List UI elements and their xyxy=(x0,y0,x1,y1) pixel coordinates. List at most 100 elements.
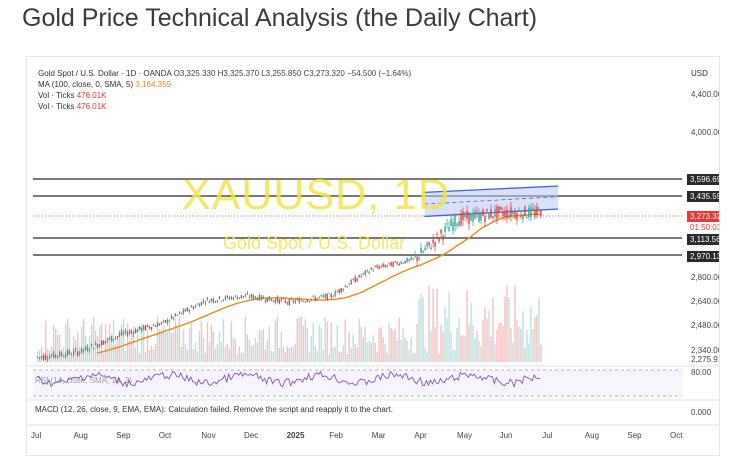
volume-bar xyxy=(404,337,406,362)
candle-body xyxy=(204,302,207,304)
legend-vol-row-1[interactable]: Vol · Ticks 476.01K xyxy=(38,90,411,101)
level-tag-2970[interactable]: 2,970.136 xyxy=(687,251,719,262)
volume-bar xyxy=(124,350,127,362)
level-tag-3596[interactable]: 3,596.696 xyxy=(687,174,719,185)
legend-ma-label: MA (100, close, 0, SMA, 5) xyxy=(38,80,134,89)
time-axis-tick: Jun xyxy=(499,431,513,440)
candle-body xyxy=(226,295,229,298)
volume-bar xyxy=(390,327,392,362)
volume-bar xyxy=(324,317,326,362)
volume-bar xyxy=(96,335,99,362)
volume-bar xyxy=(366,342,368,362)
candle-body xyxy=(37,357,39,358)
candle-body xyxy=(270,299,273,302)
candle-body xyxy=(508,214,510,218)
candle-body xyxy=(500,207,502,210)
volume-bar xyxy=(230,321,233,362)
volume-bar xyxy=(64,324,67,362)
rsi-indicator-label[interactable]: RSI (14, close, SMA, 14, 2) xyxy=(35,376,132,385)
ma-100-line xyxy=(96,213,541,354)
candle-body xyxy=(412,258,414,260)
candle-body xyxy=(388,262,390,264)
candle-body xyxy=(38,357,41,358)
volume-bar xyxy=(246,334,249,362)
volume-bar xyxy=(350,348,352,362)
candle-body xyxy=(112,339,115,340)
volume-bar xyxy=(146,329,149,362)
candle-body xyxy=(154,325,157,327)
chart-panel[interactable]: XAUUSD, 1D Gold Spot / U.S. Dollar Gold … xyxy=(26,56,720,456)
candle-body xyxy=(458,221,460,227)
macd-axis-label: 0.000 xyxy=(691,408,712,417)
candle-body xyxy=(220,300,223,302)
price-chart-svg[interactable] xyxy=(27,57,720,456)
candle-body xyxy=(376,265,378,268)
volume-bar xyxy=(396,340,398,362)
candle-body xyxy=(214,300,217,303)
candle-body xyxy=(60,353,63,356)
time-axis-tick: Mar xyxy=(371,431,386,440)
candle-body xyxy=(262,297,265,299)
candle-body xyxy=(150,327,153,330)
volume-bar xyxy=(414,352,416,362)
level-tag-3435[interactable]: 3,435.596 xyxy=(687,191,719,202)
candle-body xyxy=(524,206,526,216)
candle-body xyxy=(478,212,480,222)
watermark-symbol: XAUUSD, 1D xyxy=(182,171,451,219)
candle-body xyxy=(438,238,440,242)
legend-ma-row[interactable]: MA (100, close, 0, SMA, 5) 3,164.359 xyxy=(38,79,411,90)
rsi-axis-label: 80.00 xyxy=(691,368,712,377)
candle-body xyxy=(522,214,524,220)
volume-bar xyxy=(70,353,73,362)
volume-bar xyxy=(140,323,143,362)
time-axis-tick: Aug xyxy=(73,431,88,440)
candle-body xyxy=(136,329,139,333)
volume-bar xyxy=(76,332,79,362)
candle-body xyxy=(188,309,191,312)
volume-bar xyxy=(360,327,362,362)
volume-bar xyxy=(210,324,213,362)
volume-bar xyxy=(518,326,520,362)
volume-bar xyxy=(332,347,334,362)
volume-bar xyxy=(222,319,225,362)
currency-label[interactable]: USD xyxy=(691,69,708,78)
volume-bar xyxy=(150,345,153,362)
candle-body xyxy=(190,306,193,308)
volume-bar xyxy=(300,316,302,362)
candle-body xyxy=(200,301,203,306)
volume-bar xyxy=(524,348,526,362)
candle-body xyxy=(144,325,147,330)
volume-bar xyxy=(426,352,428,362)
volume-bar xyxy=(536,315,538,362)
legend-ohlc: O3,325.330 H3,325.370 L3,255.850 C3,273.… xyxy=(173,69,412,78)
candle-body xyxy=(94,342,97,345)
legend-vol-row-2[interactable]: Vol · Ticks 476.01K xyxy=(38,101,411,112)
candle-body xyxy=(340,288,342,293)
candle-body xyxy=(164,320,167,323)
candle-body xyxy=(294,300,296,303)
volume-bar xyxy=(254,338,257,362)
candle-body xyxy=(538,209,540,211)
current-price-tag[interactable]: 3,273.320 xyxy=(687,211,719,222)
candle-body xyxy=(146,324,149,327)
volume-bar xyxy=(276,317,279,362)
candle-body xyxy=(254,296,257,299)
candle-body xyxy=(444,226,446,232)
volume-bar xyxy=(416,323,418,362)
volume-bar xyxy=(240,352,243,362)
candle-body xyxy=(216,300,219,302)
candle-body xyxy=(230,297,233,299)
volume-bar xyxy=(68,328,71,362)
candle-body xyxy=(502,212,504,216)
legend-vol-value-2: 476.01K xyxy=(76,102,107,111)
candle-body xyxy=(446,223,448,225)
candle-body xyxy=(306,300,308,302)
volume-bar xyxy=(284,351,287,362)
level-tag-3113[interactable]: 3,113.565 xyxy=(687,234,719,245)
volume-bar xyxy=(530,307,532,362)
candle-body xyxy=(358,274,360,278)
volume-bar xyxy=(506,284,508,362)
volume-bar xyxy=(454,349,456,362)
volume-bar xyxy=(374,342,376,362)
volume-bar xyxy=(388,322,390,362)
